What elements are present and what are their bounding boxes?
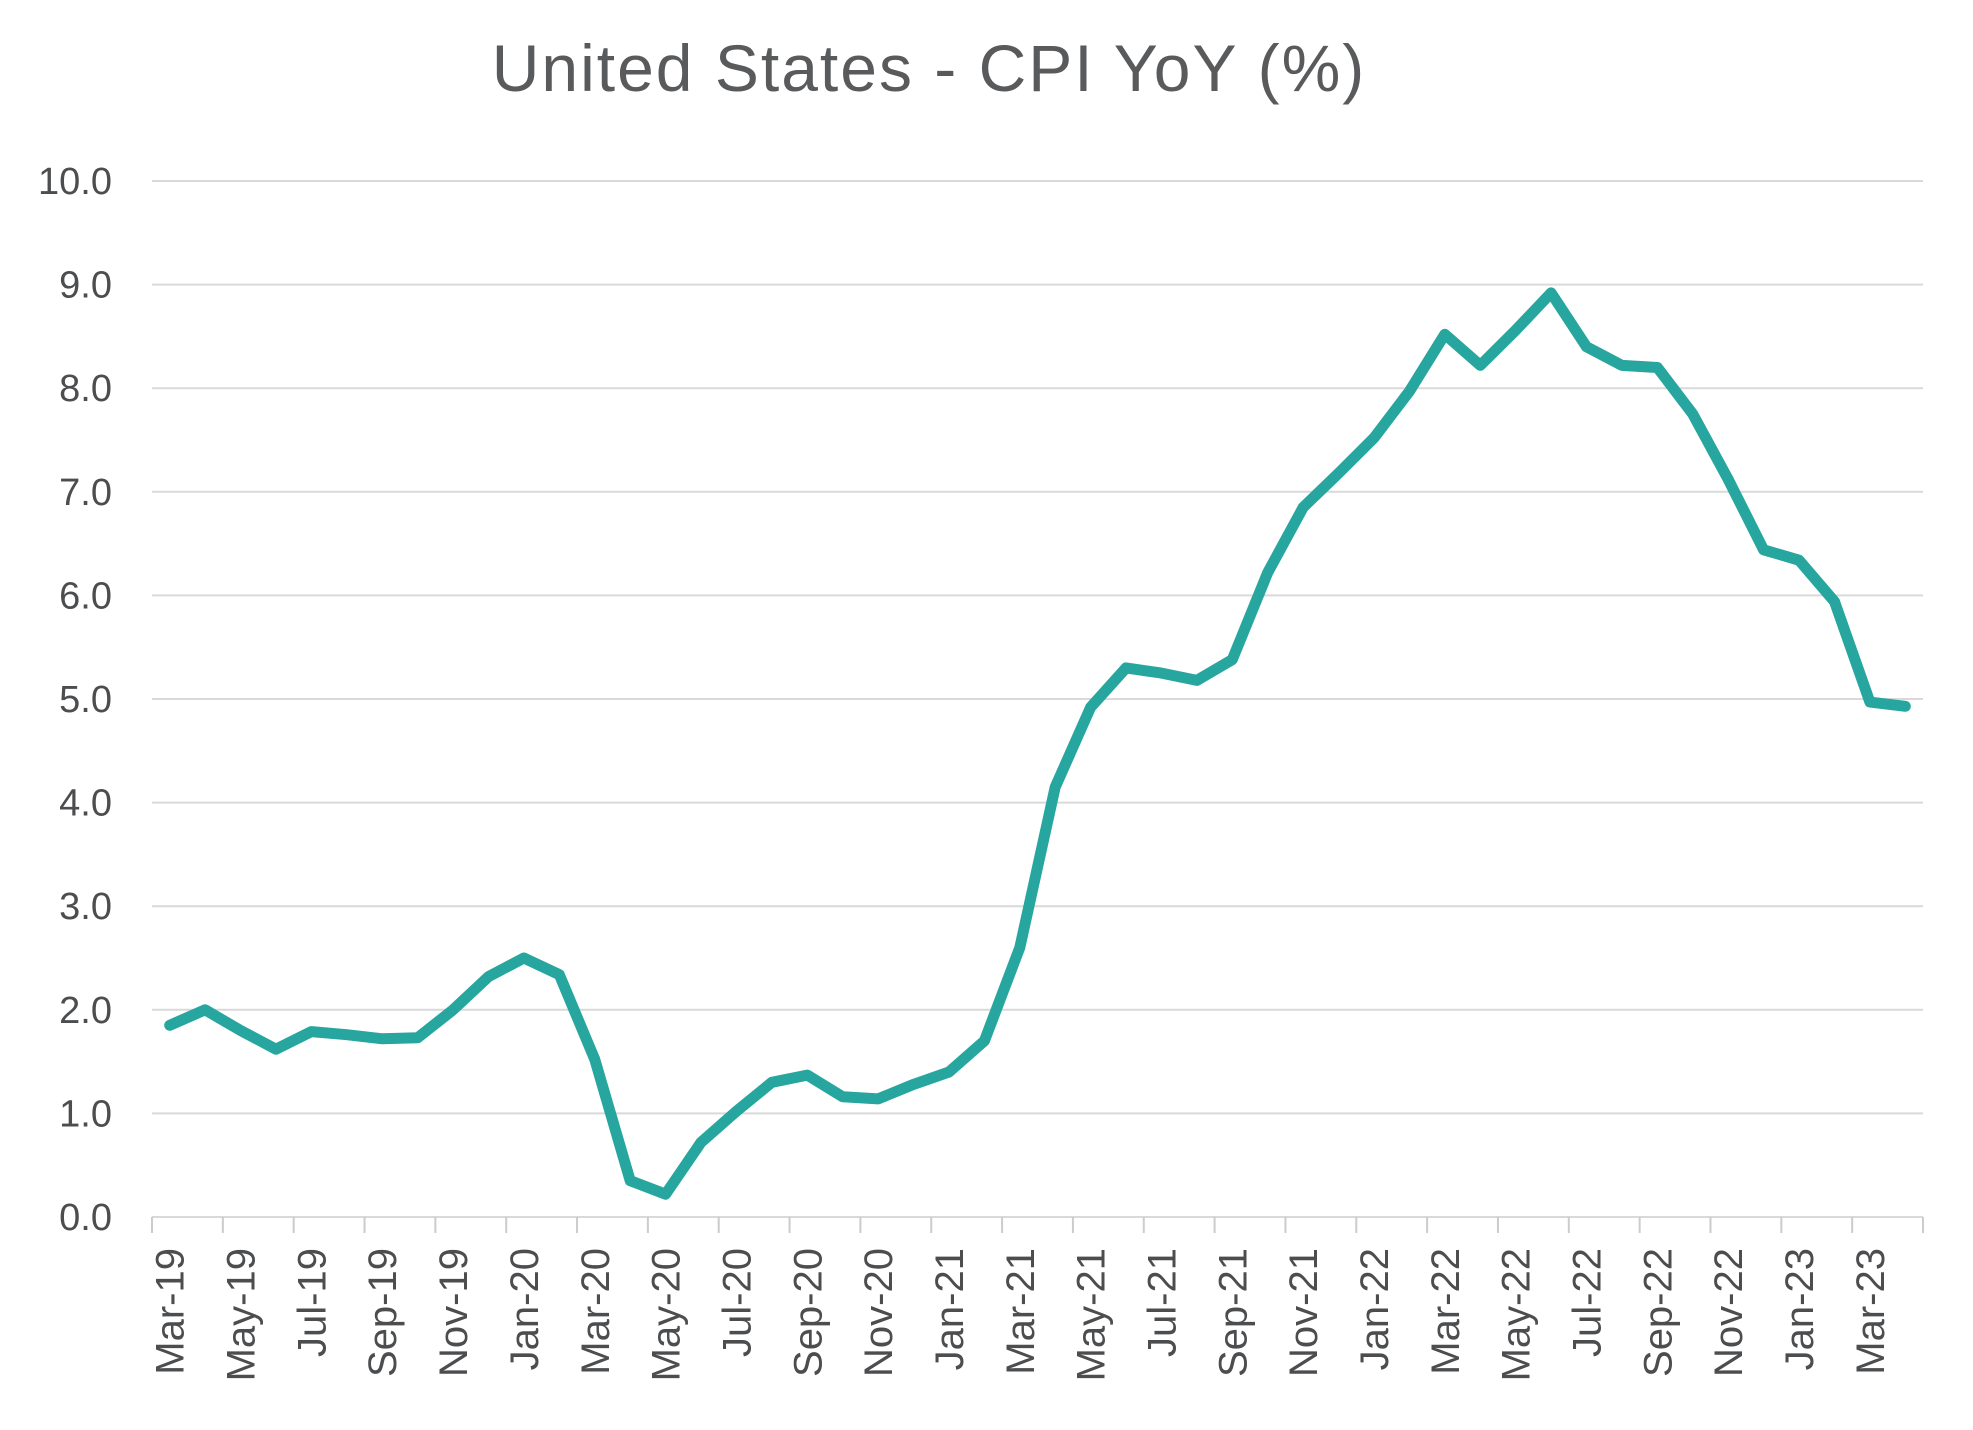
x-tick-label: May-21 bbox=[1070, 1248, 1114, 1381]
x-axis-labels-group: Mar-19 May-19 Jul-19 Sep-19 Nov-19 Jan-20 Mar-… bbox=[149, 1248, 1893, 1381]
y-tick-label: 6.0 bbox=[59, 575, 112, 617]
x-tick-label: Jan-20 bbox=[503, 1248, 547, 1370]
y-axis-labels-group: 0.0 1.0 2.0 3.0 4.0 5.0 6.0 7.0 8.0 9.0 10.0 bbox=[38, 161, 112, 1239]
y-tick-label: 3.0 bbox=[59, 886, 112, 928]
x-tick-label: May-22 bbox=[1495, 1248, 1539, 1381]
y-tick-label: 5.0 bbox=[59, 679, 112, 721]
x-tick-label: May-20 bbox=[645, 1248, 689, 1381]
chart-title: United States - CPI YoY (%) bbox=[491, 31, 1367, 105]
x-tick-label: Sep-21 bbox=[1211, 1248, 1255, 1377]
x-tick-label: Nov-20 bbox=[857, 1248, 901, 1377]
x-tick-label: Nov-22 bbox=[1707, 1248, 1751, 1377]
series-group bbox=[164, 287, 1911, 1200]
x-tick-label: Mar-23 bbox=[1849, 1248, 1893, 1375]
x-tick-label: Mar-21 bbox=[999, 1248, 1043, 1375]
y-tick-label: 7.0 bbox=[59, 472, 112, 514]
x-tick-label: Jan-21 bbox=[928, 1248, 972, 1370]
y-tick-label: 10.0 bbox=[38, 161, 112, 203]
x-tick-label: Sep-22 bbox=[1636, 1248, 1680, 1377]
x-axis-ticks-group bbox=[151, 1217, 1924, 1233]
x-tick-label: Jul-21 bbox=[1140, 1248, 1184, 1357]
x-tick-label: Jul-19 bbox=[290, 1248, 334, 1357]
x-tick-label: Sep-20 bbox=[786, 1248, 830, 1377]
x-tick-label: May-19 bbox=[220, 1248, 264, 1381]
y-tick-label: 4.0 bbox=[59, 783, 112, 825]
x-tick-label: Mar-20 bbox=[574, 1248, 618, 1375]
x-tick-label: Jul-20 bbox=[715, 1248, 759, 1357]
x-tick-label: Nov-21 bbox=[1282, 1248, 1326, 1377]
gridlines-group bbox=[152, 180, 1923, 1218]
y-tick-label: 0.0 bbox=[59, 1197, 112, 1239]
x-tick-label: Mar-22 bbox=[1424, 1248, 1468, 1375]
x-tick-label: Jul-22 bbox=[1566, 1248, 1610, 1357]
x-tick-label: Sep-19 bbox=[361, 1248, 405, 1377]
x-tick-label: Nov-19 bbox=[432, 1248, 476, 1377]
x-tick-label: Mar-19 bbox=[149, 1248, 193, 1375]
y-tick-label: 1.0 bbox=[59, 1093, 112, 1135]
y-tick-label: 8.0 bbox=[59, 368, 112, 410]
y-tick-label: 2.0 bbox=[59, 990, 112, 1032]
x-tick-label: Jan-23 bbox=[1778, 1248, 1822, 1370]
x-tick-label: Jan-22 bbox=[1353, 1248, 1397, 1370]
y-tick-label: 9.0 bbox=[59, 265, 112, 307]
cpi-series-line bbox=[164, 287, 1911, 1200]
